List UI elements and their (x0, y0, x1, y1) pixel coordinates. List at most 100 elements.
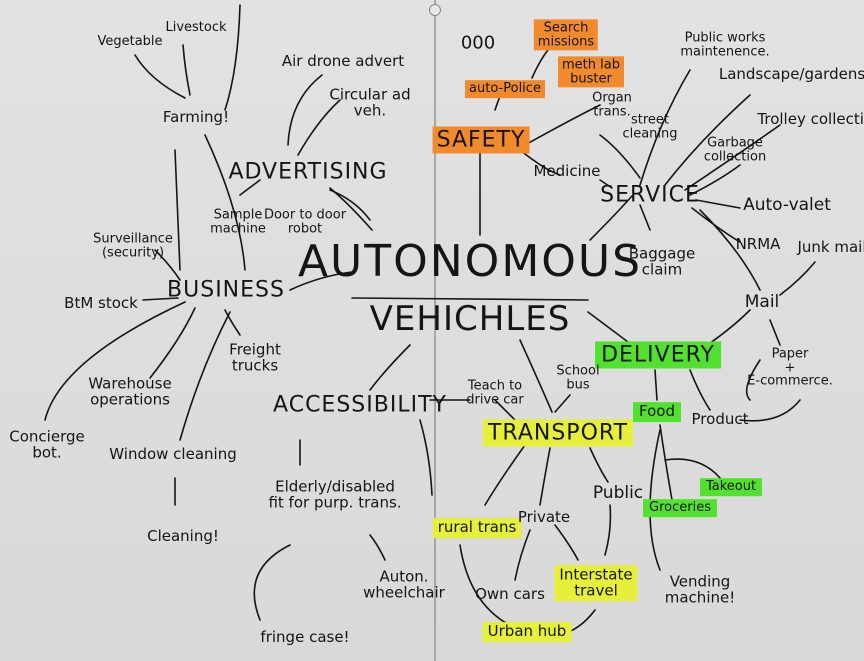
link-center-delivery (587, 311, 629, 343)
link-service-landscape (664, 94, 751, 186)
node-vending-machine: Vending machine! (664, 572, 736, 606)
link-delivery-food (654, 369, 658, 401)
node-auto-valet: Auto-valet (743, 195, 831, 216)
link-delivery-product (689, 369, 711, 411)
link-adv-circular (297, 99, 341, 156)
node-own-cars: Own cars (475, 585, 545, 604)
node-sample-machine: Sample machine (210, 207, 266, 236)
node-product: Product (691, 410, 749, 429)
link-paper-ecom (745, 359, 761, 401)
branch-advertising: ADVERTISING (228, 159, 388, 185)
link-acc-fringe (253, 544, 291, 621)
link-center-service (589, 195, 633, 241)
node-street-cleaning: street cleaning (622, 112, 678, 141)
link-acc-wheelchair (369, 534, 386, 561)
node-auton-wheelchair: Auton. wheelchair (363, 567, 445, 601)
node-interstate-travel: Interstate travel (554, 565, 638, 601)
node-elderly-disabled: Elderly/disabled fit for purp. trans. (268, 477, 402, 511)
link-farming-top (224, 4, 241, 111)
node-warehouse-operations: Warehouse operations (88, 374, 172, 408)
node-ooo: 000 (460, 32, 496, 54)
node-landscape-gardens: Landscape/gardens (718, 65, 864, 84)
node-surveillance: Surveillance (security) (93, 231, 173, 260)
link-bus-btm (142, 297, 179, 301)
node-trolley-collection: Trolley collection (757, 110, 864, 129)
link-transport-teach (494, 399, 516, 421)
link-private-owncars (514, 529, 531, 581)
branch-transport: TRANSPORT (482, 419, 634, 447)
link-service-baggage (639, 204, 651, 231)
node-meth-lab-buster: meth lab buster (558, 56, 624, 88)
link-police-search (531, 49, 549, 79)
node-food: Food (633, 402, 681, 422)
link-transport-public (589, 447, 609, 483)
node-search-missions: Search missions (533, 19, 599, 51)
node-circular-ad: Circular ad veh. (329, 85, 411, 119)
link-bus-concierge (44, 301, 186, 421)
link-service-trolley (684, 124, 781, 191)
link-farming-livestock (182, 44, 191, 96)
link-adv-airdrone (287, 74, 323, 146)
link-transport-private (539, 447, 551, 506)
link-service-nrma (691, 207, 741, 243)
link-center-transport (519, 339, 553, 413)
node-urban-hub: Urban hub (482, 622, 572, 642)
link-farming-down (174, 149, 181, 271)
link-center-accessibility (369, 344, 411, 391)
node-teach-to-drive: Teach to drive car (466, 378, 524, 407)
node-public: Public (592, 483, 644, 504)
node-medicine: Medicine (533, 162, 601, 181)
node-btm-stock: BtM stock (64, 294, 138, 313)
node-window-cleaning: Window cleaning (109, 445, 237, 464)
link-food-groceries (659, 424, 673, 501)
title-underline (351, 297, 589, 301)
link-farming-business (204, 134, 246, 271)
node-cleaning: Cleaning! (147, 527, 219, 546)
link-bus-freight (224, 309, 241, 336)
node-organ-trans: Organ trans. (592, 90, 632, 119)
center-title-line1: AUTONOMOUS (297, 235, 643, 287)
node-junk-mail: Junk mail (797, 238, 864, 257)
node-nrma: NRMA (735, 235, 781, 254)
link-mail-paper (769, 319, 781, 346)
node-freight-trucks: Freight trucks (229, 340, 281, 374)
node-auto-police: auto-Police (465, 80, 545, 98)
branch-business: BUSINESS (167, 277, 285, 303)
node-livestock: Livestock (165, 20, 227, 36)
node-rural-trans: rural trans (432, 518, 522, 538)
link-bus-surveillance (154, 249, 181, 281)
link-service-mail (699, 209, 761, 291)
link-product-ecom (739, 399, 801, 422)
link-mail-junk (779, 261, 816, 296)
link-bus-warehouse (149, 307, 196, 379)
node-groceries: Groceries (643, 499, 717, 517)
branch-delivery: DELIVERY (595, 341, 721, 369)
center-title-line2: VEHICHLES (369, 299, 571, 340)
link-acc-down (419, 419, 433, 496)
branch-service: SERVICE (600, 182, 700, 208)
link-service-medicine (599, 179, 613, 189)
node-paper-ecommerce: Paper + E-commerce. (747, 346, 833, 389)
node-fringe-case: fringe case! (260, 628, 350, 647)
link-center-business (289, 271, 353, 291)
node-concierge-bot: Concierge bot. (9, 427, 85, 461)
link-public-interstate (604, 504, 612, 556)
node-mail: Mail (744, 292, 780, 313)
node-air-drone-advert: Air drone advert (281, 52, 405, 71)
node-takeout: Takeout (699, 478, 763, 496)
node-public-works: Public works maintenence. (680, 30, 770, 59)
page-fold-line (434, 0, 436, 661)
link-transport-school (554, 394, 571, 413)
link-adv-door (329, 189, 371, 221)
node-baggage-claim: Baggage claim (628, 244, 696, 278)
link-service-publicworks (639, 69, 691, 186)
link-private-interstate (554, 524, 579, 561)
link-service-autovalet (695, 199, 741, 209)
node-vegetable: Vegetable (97, 34, 163, 50)
branch-accessibility: ACCESSIBILITY (273, 392, 447, 418)
link-service-street (599, 134, 641, 179)
node-garbage-collection: Garbage collection (703, 135, 767, 164)
link-adv-sample (239, 179, 261, 196)
